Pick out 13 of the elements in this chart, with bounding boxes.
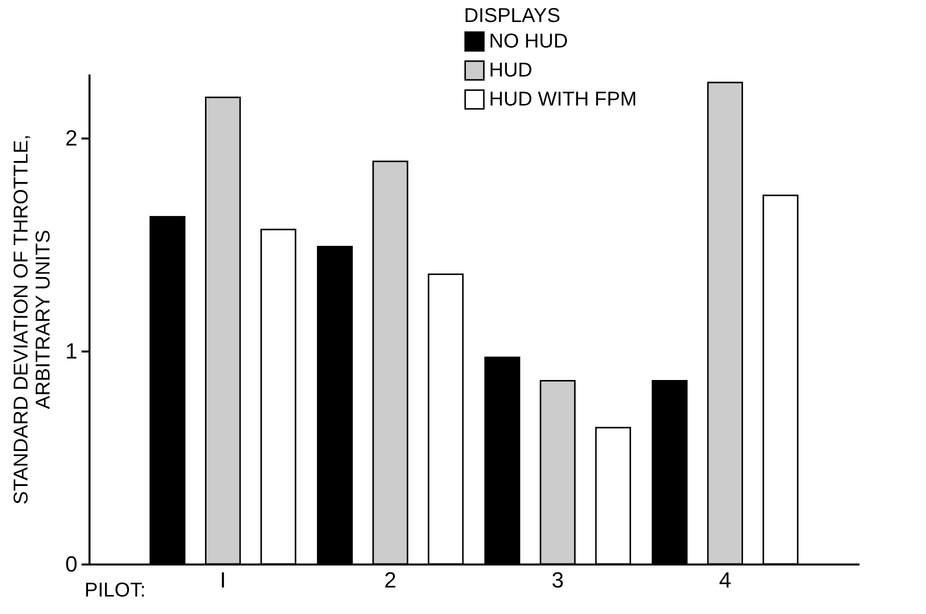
legend-title: DISPLAYS [464,5,560,27]
x-tick-label: 4 [718,568,732,592]
legend-label: NO HUD [489,30,568,52]
y-tick-label: 0 [65,552,78,576]
y-tick-label: 1 [65,338,78,364]
x-tick-label: 3 [552,568,564,592]
legend-label: HUD [489,60,532,82]
y-tick-label: 2 [65,125,78,150]
x-tick-label: I [220,568,226,592]
x-axis-title: PILOT: [84,580,146,602]
y-axis-title: STANDARD DEVIATION OF THROTTLE, ARBITRARY UNITS [10,134,54,505]
legend-label: HUD WITH FPM [489,88,637,110]
x-tick-label: 2 [384,568,396,592]
